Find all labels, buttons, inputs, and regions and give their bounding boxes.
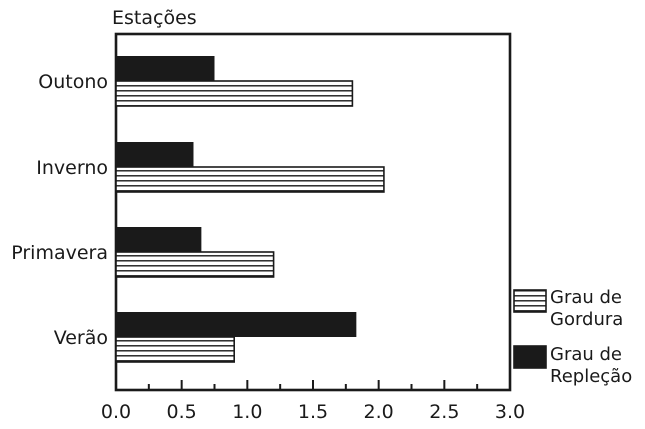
legend-repleção-label: Grau de	[550, 344, 622, 365]
y-axis-labels: Outono Inverno Primavera Verão	[11, 71, 108, 349]
bar-repleção-0	[116, 56, 215, 81]
x-tick-label: 2.0	[364, 401, 394, 423]
legend-repleção-label: Repleção	[550, 366, 632, 387]
category-label: Verão	[54, 327, 108, 349]
bar-repleção-1	[116, 142, 194, 167]
y-axis-title: Estações	[112, 7, 197, 29]
category-label: Inverno	[36, 157, 108, 179]
legend-repleção-swatch	[513, 345, 547, 369]
bar-repleção-2	[116, 227, 202, 252]
legend-gordura-swatch	[513, 289, 547, 313]
x-tick-label: 3.0	[495, 401, 525, 423]
bar-gordura-1	[115, 166, 385, 193]
bars	[115, 56, 385, 363]
bar-gordura-0	[115, 80, 354, 107]
legend-gordura-label: Gordura	[550, 309, 623, 330]
bar-gordura-3	[115, 336, 235, 363]
bar-repleção-3	[116, 312, 357, 337]
legend-gordura-label: Grau de	[550, 287, 622, 308]
x-tick-label: 1.0	[232, 401, 262, 423]
category-label: Outono	[38, 71, 108, 93]
bar-gordura-2	[115, 251, 275, 278]
x-tick-label: 1.5	[298, 401, 328, 423]
x-tick-label: 2.5	[429, 401, 459, 423]
x-tick-label: 0.0	[101, 401, 131, 423]
x-tick-label: 0.5	[167, 401, 197, 423]
x-axis-ticks: 0.0 0.5 1.0 1.5 2.0 2.5 3.0	[101, 380, 525, 423]
category-label: Primavera	[11, 242, 108, 264]
